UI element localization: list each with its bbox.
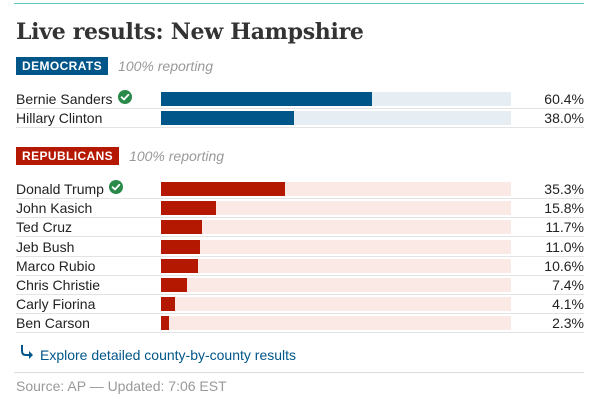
party-header-republicans: REPUBLICANS 100% reporting: [16, 146, 224, 166]
bar-track: [161, 316, 511, 331]
result-row-john-kasich: John Kasich 15.8%: [16, 199, 584, 219]
bar-track: [161, 258, 511, 273]
candidate-name: Marco Rubio: [16, 257, 96, 274]
row-divider: [16, 127, 584, 129]
candidate-name-cell: Jeb Bush: [16, 238, 74, 257]
vote-share-label: 4.1%: [552, 296, 584, 313]
bar-marco-rubio: [161, 258, 199, 273]
bar-bernie-sanders: [161, 92, 373, 106]
result-row-bernie-sanders: Bernie Sanders 60.4%: [16, 90, 584, 109]
row-divider: [16, 198, 584, 199]
row-divider: [16, 274, 584, 276]
row-divider: [16, 255, 584, 257]
bar-track: [161, 111, 511, 126]
vote-share-label: 2.3%: [552, 315, 584, 332]
vote-share-label: 11.7%: [545, 219, 584, 236]
candidate-name-cell: Ted Cruz: [16, 218, 72, 237]
candidate-name-cell: Carly Fiorina: [16, 295, 95, 314]
footer-divider: [14, 372, 584, 373]
candidate-name: Hillary Clinton: [16, 110, 103, 127]
candidate-name: Ted Cruz: [16, 219, 73, 236]
bar-track: [161, 297, 511, 312]
reporting-status: 100% reporting: [129, 148, 225, 164]
chart-title: Live results: New Hampshire: [16, 19, 364, 45]
candidate-name-cell: Ben Carson: [16, 314, 90, 333]
bar-donald-trump: [161, 182, 285, 196]
vote-share-label: 11.0%: [545, 238, 584, 255]
row-divider: [16, 332, 584, 334]
result-row-chris-christie: Chris Christie 7.4%: [16, 276, 584, 295]
vote-share-label: 35.3%: [544, 181, 584, 197]
row-divider: [16, 108, 584, 109]
party-badge: DEMOCRATS: [16, 57, 109, 75]
candidate-name-cell: John Kasich: [16, 199, 92, 218]
result-row-donald-trump: Donald Trump 35.3%: [16, 180, 584, 199]
result-row-jeb-bush: Jeb Bush 11.0%: [16, 238, 584, 257]
bar-ben-carson: [161, 316, 170, 331]
party-header-democrats: DEMOCRATS 100% reporting: [16, 56, 213, 76]
candidate-name: John Kasich: [16, 200, 93, 217]
reporting-status: 100% reporting: [118, 58, 213, 74]
candidate-name-cell: Hillary Clinton: [16, 109, 102, 128]
result-row-ted-cruz: Ted Cruz 11.7%: [16, 218, 584, 238]
row-divider: [16, 294, 584, 295]
candidate-name: Donald Trump: [16, 181, 104, 197]
row-divider: [16, 217, 584, 219]
bar-jeb-bush: [161, 239, 200, 254]
vote-share-label: 38.0%: [544, 110, 584, 127]
vote-share-label: 60.4%: [544, 91, 584, 107]
row-divider: [16, 313, 584, 315]
arrow-down-right-icon: [20, 344, 34, 364]
bar-john-kasich: [161, 201, 217, 216]
row-divider: [16, 236, 584, 238]
bar-track: [161, 182, 511, 196]
explore-county-results-link[interactable]: Explore detailed county-by-county result…: [20, 344, 297, 364]
candidate-name: Bernie Sanders: [16, 91, 113, 107]
bar-track: [161, 220, 511, 235]
explore-link-label: Explore detailed county-by-county result…: [40, 346, 297, 363]
bar-track: [161, 92, 511, 106]
result-row-marco-rubio: Marco Rubio 10.6%: [16, 257, 584, 276]
source-note: Source: AP — Updated: 7:06 EST: [16, 378, 227, 394]
candidate-name: Chris Christie: [16, 277, 101, 293]
result-row-carly-fiorina: Carly Fiorina 4.1%: [16, 295, 584, 315]
vote-share-label: 7.4%: [552, 277, 584, 293]
candidate-name-cell: Bernie Sanders: [16, 90, 132, 109]
candidate-name-cell: Marco Rubio: [16, 257, 95, 276]
candidate-name-cell: Chris Christie: [16, 276, 100, 295]
candidate-name: Jeb Bush: [16, 238, 75, 255]
top-rule: [14, 3, 584, 4]
bar-chris-christie: [161, 278, 187, 292]
bar-hillary-clinton: [161, 111, 294, 126]
bar-track: [161, 201, 511, 216]
candidate-name: Ben Carson: [16, 315, 90, 332]
winner-check-icon: [117, 90, 132, 109]
bar-track: [161, 239, 511, 254]
result-row-ben-carson: Ben Carson 2.3%: [16, 314, 584, 334]
result-row-hillary-clinton: Hillary Clinton 38.0%: [16, 109, 584, 129]
bar-track: [161, 278, 511, 292]
party-badge: REPUBLICANS: [16, 147, 120, 165]
vote-share-label: 10.6%: [544, 257, 584, 274]
candidate-name: Carly Fiorina: [16, 296, 96, 313]
bar-ted-cruz: [161, 220, 202, 235]
vote-share-label: 15.8%: [544, 200, 584, 217]
candidate-name-cell: Donald Trump: [16, 180, 123, 199]
bar-carly-fiorina: [161, 297, 176, 312]
winner-check-icon: [108, 180, 123, 199]
